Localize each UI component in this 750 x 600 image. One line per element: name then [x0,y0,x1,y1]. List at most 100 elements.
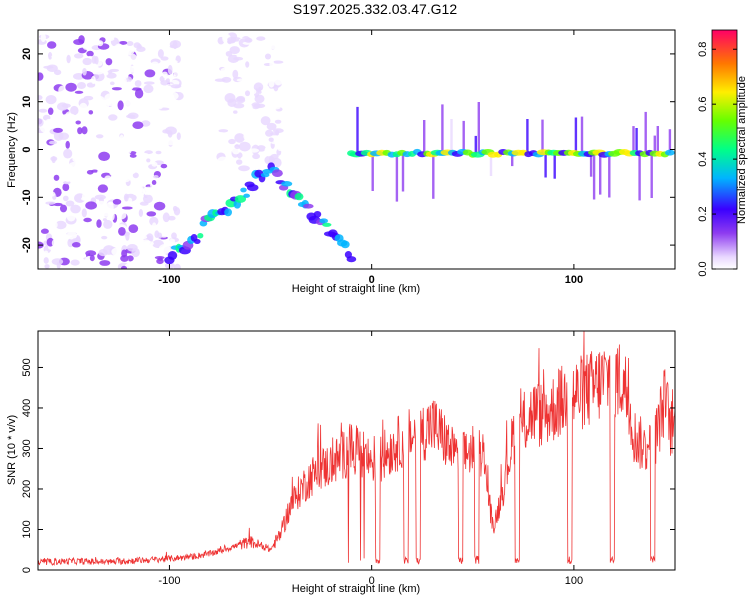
noise-blob [143,84,154,94]
noise-blob [218,142,228,146]
noise-blob [143,81,155,85]
noise-blob [116,202,125,212]
noise-blob [248,97,255,104]
noise-blob [66,211,76,222]
noise-blob [70,180,77,186]
noise-blob [141,63,150,68]
noise-blob [77,127,83,135]
noise-blob [274,119,282,124]
noise-blob [115,210,127,220]
noise-blob [160,163,168,169]
spectrogram-y-tick-label: 20 [21,48,33,60]
noise-blob [105,58,113,66]
noise-blob [108,114,118,121]
noise-blob [234,97,246,104]
noise-blob [43,190,56,198]
snr-background [38,331,675,570]
noise-blob [269,106,281,110]
noise-blob [234,144,241,150]
noise-blob [153,201,166,211]
noise-blob [65,200,75,207]
noise-blob [158,244,171,254]
noise-blob [74,90,84,94]
noise-blob [90,63,99,72]
noise-blob [45,201,56,205]
noise-blob [95,134,104,139]
noise-blob [111,161,122,167]
noise-blob [131,35,142,41]
diagonal-track-blob [346,256,357,263]
noise-blob [151,161,158,167]
spectrogram-y-axis-title: Frequency (Hz) [6,112,18,188]
noise-blob [95,95,105,105]
diagonal-track-blob [193,238,201,244]
noise-blob [126,244,138,252]
noise-blob [232,124,244,134]
noise-blob [59,204,68,213]
noise-blob [227,36,237,43]
track-streak [656,126,659,154]
noise-blob [49,209,61,214]
noise-blob [45,94,57,105]
track-streak [553,153,556,179]
spectrogram-x-tick-label: 100 [565,274,583,286]
noise-blob [129,153,137,158]
noise-blob [58,85,67,96]
noise-blob [110,179,116,184]
noise-blob [157,232,163,239]
noise-blob [150,248,161,255]
noise-blob [47,52,53,60]
noise-blob [84,178,92,183]
noise-blob [132,121,144,130]
noise-blob [163,114,175,122]
noise-blob [127,65,136,73]
noise-blob [68,65,73,75]
noise-blob [81,192,87,201]
colorbar-tick-label: 0.4 [697,151,709,166]
noise-blob [224,93,236,103]
noise-blob [96,240,104,250]
noise-blob [277,143,284,152]
diagonal-track-blob [197,232,204,239]
colorbar-scale [711,29,738,270]
track-streak [462,120,465,154]
noise-blob [237,152,243,159]
noise-blob [88,159,94,163]
noise-blob [262,74,275,79]
noise-blob [245,61,250,68]
noise-blob [272,67,285,74]
noise-blob [243,131,251,141]
noise-blob [104,101,110,110]
diagonal-track-blob [303,203,314,209]
noise-blob [268,79,275,88]
noise-blob [136,46,146,52]
noise-blob [53,131,64,141]
noise-blob [169,74,176,78]
noise-blob [134,260,143,266]
noise-blob [270,153,279,160]
spectrogram-y-tick-label: 10 [21,96,33,108]
snr-y-tick-label: 400 [21,399,33,417]
noise-blob [273,52,279,62]
noise-blob [256,36,266,41]
spectrogram-marks [38,32,675,269]
diagonal-track-blob [246,184,259,192]
track-streak [599,153,602,195]
noise-blob [136,176,143,185]
noise-blob [248,148,260,153]
noise-blob [168,51,179,57]
noise-blob [96,201,107,206]
noise-blob [264,53,272,60]
track-streak [511,153,514,167]
noise-blob [142,194,153,204]
track-streak [644,111,647,154]
noise-blob [38,95,43,101]
noise-blob [75,59,82,70]
noise-blob [234,133,245,143]
noise-blob [170,84,182,89]
noise-blob [53,127,63,133]
noise-blob [68,161,81,169]
noise-blob [272,72,277,82]
noise-blob [38,145,42,149]
